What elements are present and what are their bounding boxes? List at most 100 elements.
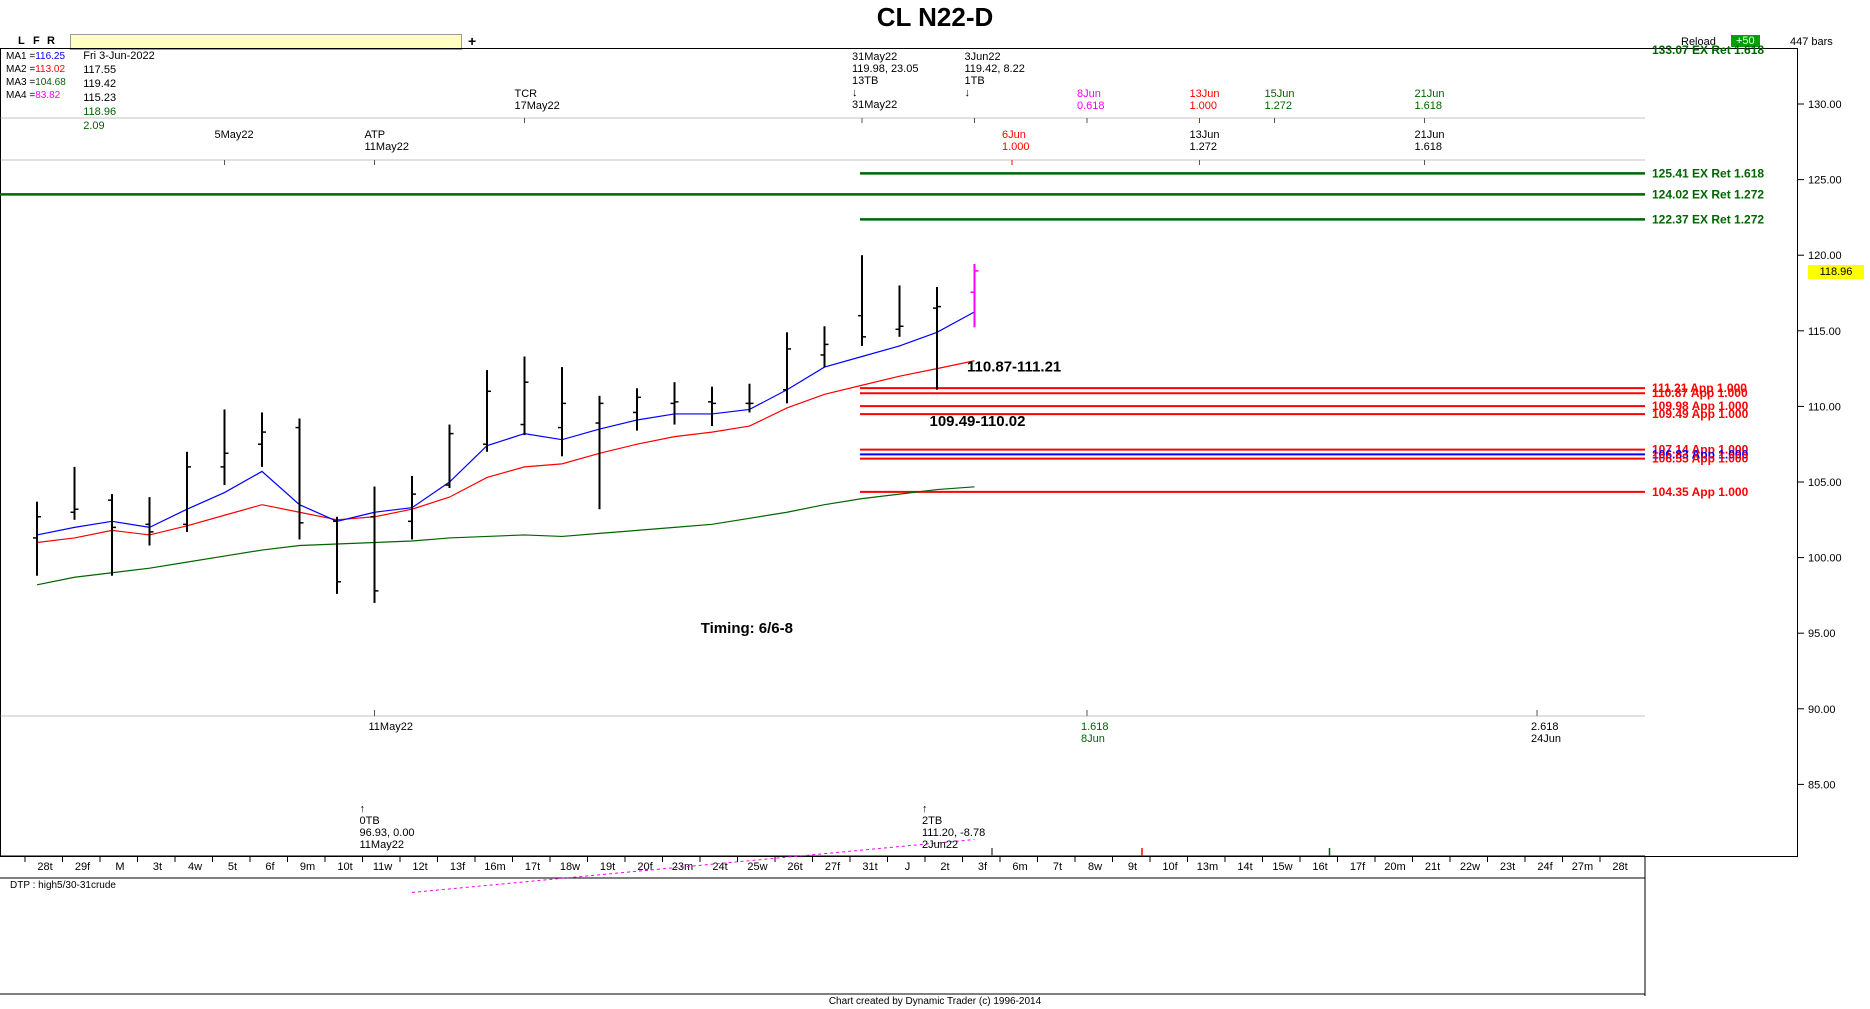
zone-label: Timing: 6/6-8 (701, 620, 793, 637)
upper-annotation-text: 119.98, 23.05 (852, 63, 918, 75)
x-tick-label: 18w (560, 861, 580, 873)
upper-annotation-text: 15Jun (1265, 88, 1295, 100)
upper-annotation-text: 13TB (852, 75, 878, 87)
x-tick-label: 3f (978, 861, 988, 873)
upper-annotation-text: 21Jun (1415, 88, 1445, 100)
x-tick-label: 27m (1572, 861, 1593, 873)
ma-legend-value: 116.25 (35, 51, 66, 62)
upper-annotation-text: 21Jun (1415, 129, 1445, 141)
dtp-label: DTP : high5/30-31crude (10, 880, 116, 891)
close-readout: 118.96 (83, 106, 117, 118)
ohlc-readout: Fri 3-Jun-2022 117.55 119.42 115.23 118.… (70, 34, 462, 132)
y-tick-label: 130.00 (1808, 99, 1842, 111)
add-button[interactable]: + (468, 33, 477, 49)
x-tick-label: 28t (1612, 861, 1627, 873)
y-tick-label: 100.00 (1808, 553, 1842, 565)
top-level-label: 133.07 EX Ret 1.618 (1652, 43, 1764, 57)
bottom-annotation-text: 11May22 (360, 839, 404, 851)
x-tick-label: 28t (37, 861, 52, 873)
x-tick-label: 3t (153, 861, 162, 873)
upper-annotation-text: 119.42, 8.22 (965, 63, 1025, 75)
x-tick-label: 26t (787, 861, 802, 873)
x-tick-label: M (115, 861, 124, 873)
y-tick-label: 105.00 (1808, 477, 1842, 489)
x-tick-label: 8w (1088, 861, 1102, 873)
x-tick-label: 27f (825, 861, 841, 873)
upper-annotation-text: TCR (515, 88, 538, 100)
plot-frame (0, 48, 1798, 857)
x-tick-label: 24f (1537, 861, 1553, 873)
upper-annotation-text: 31May22 (852, 99, 897, 111)
upper-annotation-text: 1.272 (1190, 141, 1218, 153)
upper-annotation-text: 1.000 (1002, 141, 1030, 153)
ma-legend-value: 83.82 (35, 90, 61, 101)
x-tick-label: 29f (75, 861, 91, 873)
x-tick-label: 2t (940, 861, 949, 873)
bottom-annotation-text: 96.93, 0.00 (360, 827, 415, 839)
ma-legend-label: MA1 = (6, 51, 36, 62)
y-tick-label: 125.00 (1808, 175, 1842, 187)
level-label: 122.37 EX Ret 1.272 (1652, 212, 1764, 226)
upper-annotation-text: 1.618 (1415, 141, 1443, 153)
bottom-annotation-text: 2TB (922, 815, 942, 827)
bottom-annotation-text: ↑ (922, 803, 928, 815)
ma-legend-value: 104.68 (35, 77, 66, 88)
ma-legend-value: 113.02 (35, 64, 66, 75)
x-tick-label: 6m (1012, 861, 1027, 873)
change-readout: 2.09 (83, 120, 105, 132)
level-label: 109.98 App 1.000 (1652, 399, 1749, 413)
x-tick-label: 16t (1312, 861, 1327, 873)
lower-annotation-text: 8Jun (1081, 733, 1105, 745)
level-label: 109.49 App 1.000 (1652, 407, 1749, 421)
x-tick-label: 23t (1500, 861, 1515, 873)
reload-button[interactable]: Reload (1681, 36, 1716, 48)
level-label: 110.87 App 1.000 (1652, 386, 1748, 400)
x-tick-label: 31t (862, 861, 877, 873)
x-tick-label: 20f (637, 861, 653, 873)
y-tick-label: 110.00 (1808, 401, 1841, 413)
x-tick-label: 9t (1128, 861, 1137, 873)
x-tick-label: 19t (600, 861, 615, 873)
l-button[interactable]: L (18, 35, 25, 47)
bars-count: 447 bars (1790, 36, 1833, 48)
bottom-annotation-text: ↑ (360, 803, 366, 815)
x-tick-label: 25w (747, 861, 767, 873)
x-tick-label: J (905, 861, 911, 873)
bottom-annotation-text: 0TB (360, 815, 380, 827)
upper-annotation-text: 8Jun (1077, 88, 1101, 100)
x-tick-label: 12t (412, 861, 427, 873)
y-tick-label: 95.00 (1808, 628, 1836, 640)
level-label: 106.83 App 1.000 (1652, 447, 1749, 461)
ma-legend-label: MA4 = (6, 90, 36, 101)
ma3-line (36, 486, 975, 586)
x-tick-label: 17t (525, 861, 540, 873)
last-price-tag: 118.96 (1808, 265, 1864, 279)
x-tick-label: 6f (265, 861, 275, 873)
upper-annotation-text: 5May22 (215, 129, 254, 141)
lower-annotation-text: 24Jun (1531, 733, 1561, 745)
y-tick-label: 120.00 (1808, 250, 1842, 262)
upper-annotation-text: 13Jun (1190, 88, 1220, 100)
upper-annotation-text: 6Jun (1002, 129, 1026, 141)
upper-annotation-text: 1.000 (1190, 100, 1218, 112)
y-tick-label: 115.00 (1808, 326, 1841, 338)
upper-annotation-text: ↓ (852, 87, 858, 99)
low-readout: 115.23 (83, 92, 117, 104)
x-tick-label: 24t (712, 861, 727, 873)
bottom-annotation-text: 111.20, -8.78 (922, 827, 985, 839)
r-button[interactable]: R (47, 35, 55, 47)
upper-annotation-text: 1TB (965, 75, 985, 87)
x-tick-label: 13m (1197, 861, 1218, 873)
upper-annotation-text: 1.272 (1265, 100, 1293, 112)
footer-credit: Chart created by Dynamic Trader (c) 1996… (828, 996, 1042, 1007)
level-label: 107.14 App 1.000 (1652, 443, 1749, 457)
ma-legend-item: MA3 =104.68 (6, 76, 66, 89)
f-button[interactable]: F (33, 35, 40, 47)
plus50-button[interactable]: +50 (1731, 35, 1760, 47)
bottom-annotation-text: 2Jun22 (922, 839, 958, 851)
x-tick-label: 7t (1053, 861, 1062, 873)
date-readout: Fri 3-Jun-2022 (83, 50, 155, 62)
ma-legend: MA1 =116.25 MA2 =113.02 MA3 =104.68 MA4 =83… (6, 50, 66, 102)
x-tick-label: 15w (1272, 861, 1292, 873)
